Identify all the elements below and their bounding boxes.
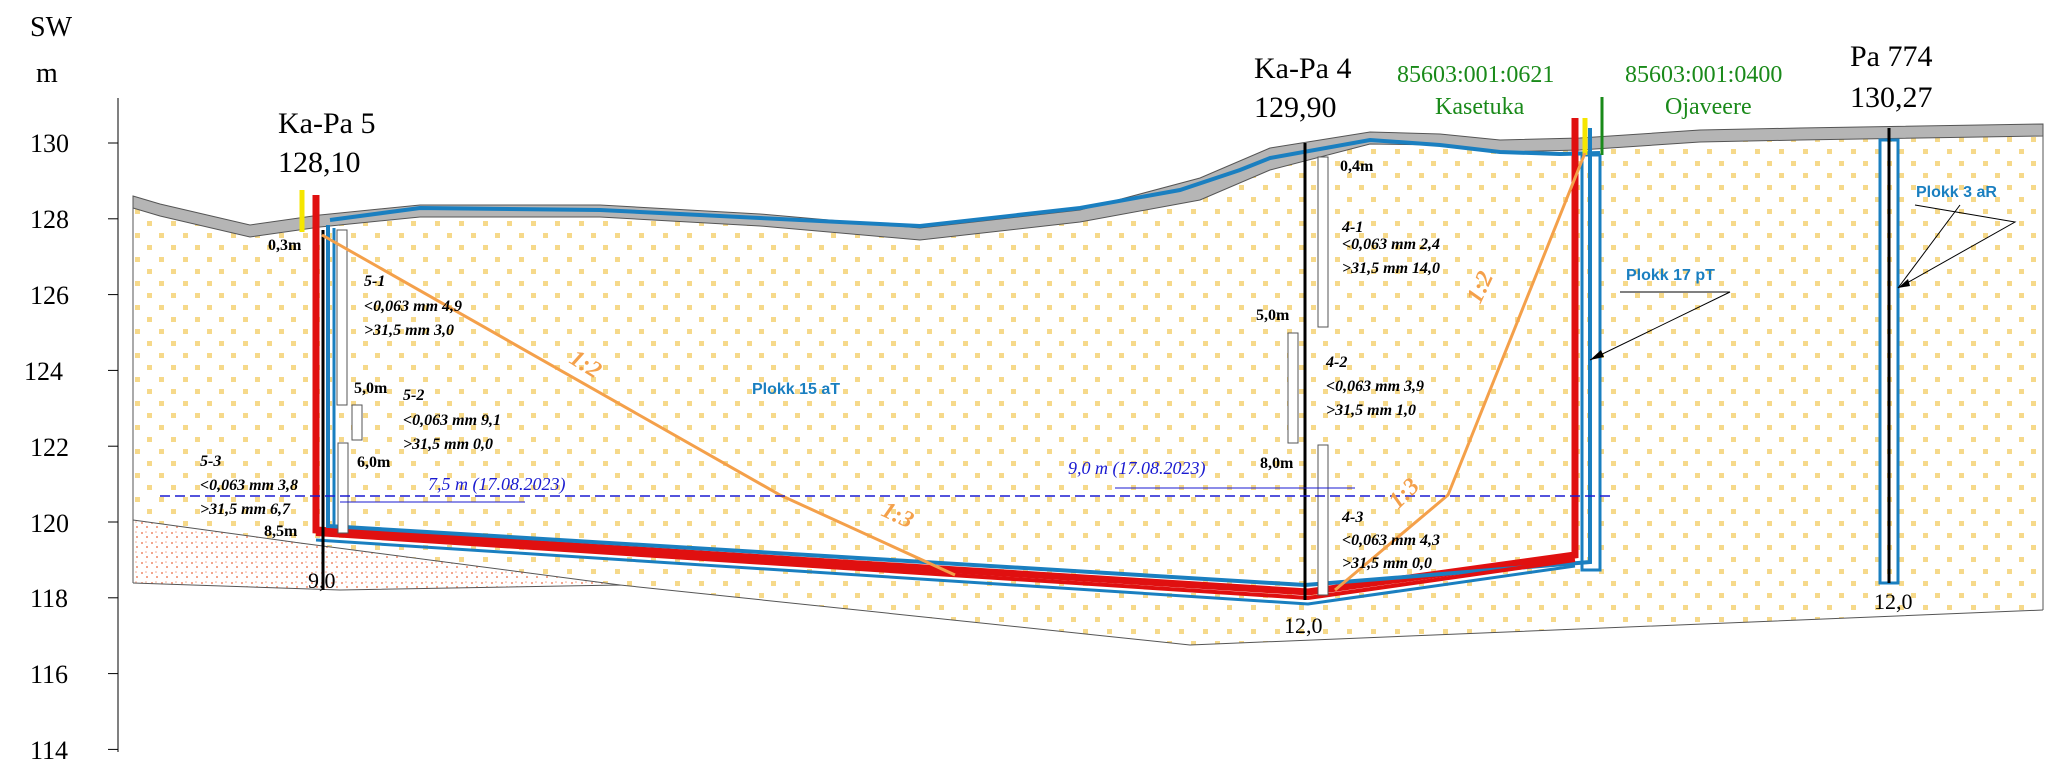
pa774-depth: 12,0	[1874, 589, 1913, 614]
parcel-0621-name: Kasetuka	[1435, 94, 1525, 120]
y-axis-unit-line1: SW	[30, 12, 73, 43]
kapa4-sample-2-bar	[1287, 332, 1299, 444]
y-axis-ticks	[108, 142, 118, 750]
parcel-0621-code: 85603:001:0621	[1397, 62, 1554, 88]
kapa5-depth-mid2: 6,0m	[357, 454, 391, 471]
sample-4-1-id: 4-1	[1341, 219, 1363, 236]
kapa4-sample-1-bar	[1317, 156, 1329, 328]
plokk3-leader-2	[1897, 204, 2017, 289]
kapa5-elevation: 128,10	[278, 146, 361, 179]
sample-4-1-coarse: >31,5 mm 14,0	[1342, 260, 1440, 277]
liner-red-bottom-inner	[315, 532, 1576, 601]
sample-5-1-fine: <0,063 mm 4,9	[364, 298, 462, 315]
kapa5-sample-3-bar	[337, 442, 349, 534]
tick-label-128: 128	[30, 205, 69, 234]
liner-blue-top	[329, 137, 1601, 229]
liner-red	[312, 118, 1579, 596]
sample-5-2-id: 5-2	[403, 387, 424, 404]
right-liner-casing	[1580, 153, 1602, 572]
plokk17-arrowhead	[1590, 350, 1604, 360]
plokk15-label: Plokk 15 aT	[752, 381, 840, 398]
clay-layer	[133, 520, 620, 590]
kapa5-depth-mid1: 5,0m	[354, 380, 388, 397]
sample-4-3-fine: <0,063 mm 4,3	[1342, 532, 1440, 549]
kapa4-depth-top: 0,4m	[1340, 158, 1374, 175]
sample-5-1-coarse: >31,5 mm 3,0	[364, 322, 454, 339]
sample-5-3-coarse: >31,5 mm 6,7	[200, 501, 291, 518]
water-level-right: 9,0 m (17.08.2023)	[1068, 458, 1206, 479]
slope-line-right	[1334, 152, 1587, 592]
pa774-elevation: 130,27	[1850, 81, 1933, 114]
plokk3-leader-1	[1897, 204, 1961, 289]
tick-label-126: 126	[30, 281, 69, 310]
sample-5-3-fine: <0,063 mm 3,8	[200, 477, 298, 494]
sand-layer	[133, 125, 2043, 645]
sample-4-2-fine: <0,063 mm 3,9	[1326, 378, 1424, 395]
kapa5-sample-1-bar	[336, 229, 348, 406]
kapa4-sample-3-bar	[1317, 444, 1329, 596]
water-level-left: 7,5 m (17.08.2023)	[428, 474, 566, 495]
kapa4-id: Ka-Pa 4	[1254, 52, 1351, 85]
sample-4-3-id: 4-3	[1341, 509, 1363, 526]
tick-label-116: 116	[30, 660, 68, 689]
liner-blue-bottom-inner	[315, 538, 1576, 606]
tick-label-114: 114	[30, 736, 68, 765]
kapa5-depth-bot: 8,5m	[264, 523, 298, 540]
sample-5-3-id: 5-3	[200, 453, 221, 470]
kapa5-id: Ka-Pa 5	[278, 107, 375, 140]
kapa4-depth-mid2: 8,0m	[1260, 455, 1294, 472]
kapa4-depth: 12,0	[1284, 613, 1323, 638]
tick-label-124: 124	[24, 357, 63, 386]
sample-4-2-coarse: >31,5 mm 1,0	[1326, 402, 1416, 419]
parcel-0400-code: 85603:001:0400	[1625, 62, 1782, 88]
y-axis-tick-labels: 130 128 126 124 122 120 118 116 114	[24, 129, 69, 765]
sample-5-2-coarse: >31,5 mm 0,0	[403, 436, 493, 453]
plokk17-label: Plokk 17 pT	[1626, 267, 1715, 284]
sample-4-3-coarse: >31,5 mm 0,0	[1342, 555, 1432, 572]
parcel-0400-name: Ojaveere	[1665, 94, 1752, 120]
pa774-id: Pa 774	[1850, 40, 1933, 73]
sample-5-2-fine: <0,063 mm 9,1	[403, 412, 501, 429]
tick-label-130: 130	[30, 129, 69, 158]
y-axis-unit-line2: m	[36, 58, 58, 89]
kapa4-elevation: 129,90	[1254, 91, 1337, 124]
plokk3-label: Plokk 3 aR	[1916, 184, 1997, 201]
tick-label-122: 122	[30, 433, 69, 462]
plokk17-leader	[1589, 291, 1731, 361]
sample-5-1-id: 5-1	[364, 273, 385, 290]
kapa5-sample-2-bar	[351, 404, 363, 441]
tick-label-120: 120	[30, 509, 69, 538]
sample-4-1-fine: <0,063 mm 2,4	[1342, 236, 1440, 253]
clay-boundary	[132, 519, 621, 586]
plokk3-arrowhead	[1898, 279, 1910, 288]
tick-label-118: 118	[30, 584, 68, 613]
sample-4-2-id: 4-2	[1325, 354, 1347, 371]
kapa4-depth-mid1: 5,0m	[1256, 307, 1290, 324]
kapa5-depth-top: 0,3m	[268, 237, 302, 254]
slope-line-left	[321, 233, 956, 577]
kapa5-depth: 9,0	[308, 568, 336, 593]
section-bottom-line	[132, 582, 2044, 646]
